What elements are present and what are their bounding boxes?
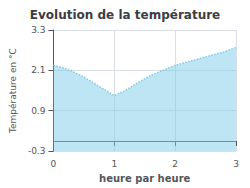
svg-text:2: 2	[172, 159, 178, 169]
svg-text:1: 1	[111, 159, 117, 169]
svg-text:3.3: 3.3	[31, 25, 45, 35]
svg-text:Température en °C: Température en °C	[8, 48, 18, 134]
svg-text:-0.3: -0.3	[28, 146, 46, 156]
svg-text:3: 3	[233, 159, 239, 169]
svg-text:0.9: 0.9	[31, 106, 46, 116]
svg-text:Evolution de la température: Evolution de la température	[30, 8, 221, 22]
svg-text:2.1: 2.1	[31, 65, 45, 75]
svg-text:heure par heure: heure par heure	[99, 173, 190, 184]
svg-text:0: 0	[51, 159, 57, 169]
